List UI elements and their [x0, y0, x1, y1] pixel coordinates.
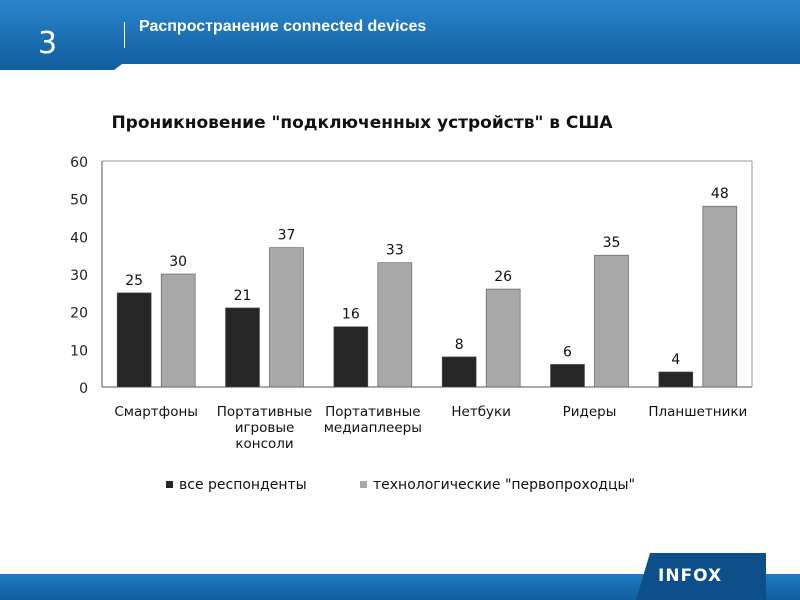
- bar-value-label: 33: [386, 243, 404, 259]
- bar: [550, 364, 585, 388]
- bar-value-label: 26: [494, 269, 512, 285]
- x-category-label: Смартфоны: [114, 404, 198, 420]
- chart-title: Проникновение "подключенных устройств" в…: [111, 113, 613, 133]
- infox-logo: INFOX: [658, 566, 723, 586]
- bar: [225, 307, 260, 388]
- bar: [333, 326, 369, 388]
- y-tick-label: 10: [70, 343, 88, 359]
- bar: [441, 356, 477, 388]
- bar: [702, 205, 738, 388]
- legend-swatch: [360, 481, 367, 488]
- x-category-label: Планшетники: [648, 404, 747, 420]
- y-tick-label: 20: [70, 306, 88, 322]
- y-tick-label: 50: [70, 193, 88, 209]
- bar-value-label: 37: [278, 228, 296, 244]
- x-category-label: Портативные медиаплееры: [324, 404, 422, 436]
- bar-value-label: 30: [169, 254, 187, 270]
- bar-value-label: 21: [234, 288, 252, 304]
- logo-background: [636, 553, 766, 600]
- y-tick-label: 40: [70, 230, 88, 246]
- x-category-label: Портативные игровые консоли: [217, 404, 313, 452]
- bar-value-label: 48: [711, 186, 729, 202]
- bar-value-label: 25: [125, 273, 143, 289]
- bar-value-label: 16: [342, 307, 360, 323]
- legend-label: все респонденты: [179, 477, 307, 493]
- bar-value-label: 35: [603, 235, 621, 251]
- bar-value-label: 6: [563, 344, 572, 360]
- bar: [658, 371, 694, 388]
- header-divider: [124, 22, 125, 48]
- bar: [116, 292, 152, 388]
- bar: [485, 288, 521, 388]
- slide-title: Распространение connected devices: [139, 18, 427, 35]
- x-category-label: Нетбуки: [451, 404, 511, 420]
- slide-number: 3: [38, 26, 58, 61]
- bar: [269, 247, 304, 388]
- legend-swatch: [166, 481, 173, 488]
- legend-label: технологические "первопроходцы": [373, 477, 635, 493]
- header-bar: [0, 0, 800, 70]
- y-tick-label: 30: [70, 268, 88, 284]
- y-tick-label: 0: [79, 381, 88, 397]
- bar: [594, 254, 629, 388]
- bar: [377, 262, 413, 388]
- y-tick-label: 60: [70, 155, 88, 171]
- bar-value-label: 8: [455, 337, 464, 353]
- bar: [160, 273, 196, 388]
- bar-chart: Проникновение "подключенных устройств" в…: [70, 113, 753, 493]
- x-category-label: Ридеры: [563, 404, 617, 420]
- bar-value-label: 4: [671, 352, 680, 368]
